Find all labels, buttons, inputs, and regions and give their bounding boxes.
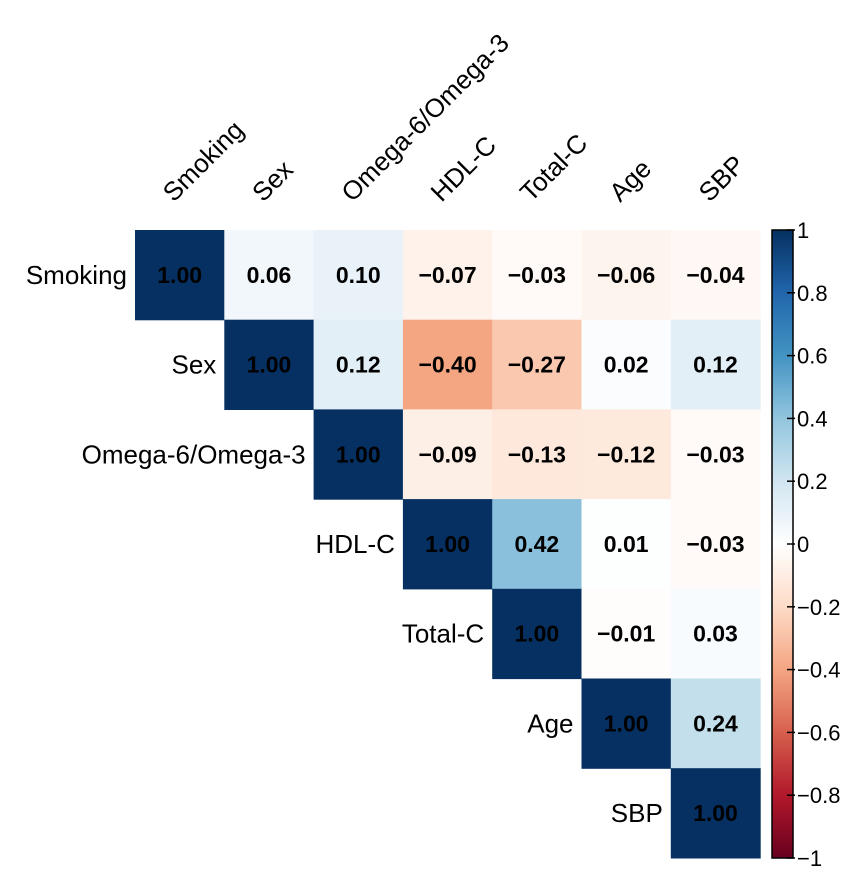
row-label: SBP xyxy=(611,798,663,828)
colorbar-tick-label: 0.2 xyxy=(797,469,828,494)
row-label: Smoking xyxy=(26,260,127,290)
cell-value-label: 0.24 xyxy=(693,710,738,736)
cell-value-label: 1.00 xyxy=(247,352,292,378)
colorbar-tick-label: 0.6 xyxy=(797,344,828,369)
cell-value-label: 0.06 xyxy=(247,262,292,288)
heatmap-cell xyxy=(581,319,672,410)
column-label: Age xyxy=(603,153,657,207)
column-label: HDL-C xyxy=(425,130,502,207)
column-label: Total-C xyxy=(514,128,593,207)
colorbar: 1 0.8 0.6 0.4 0.2 0 −0.2 −0.4 −0.6 −0.8 −1 xyxy=(771,218,840,871)
heatmap-cell xyxy=(402,499,493,590)
cell-value-label: 1.00 xyxy=(157,262,202,288)
cell-value-label: 0.42 xyxy=(514,531,559,557)
cell-value-label: 1.00 xyxy=(425,531,470,557)
column-label: Smoking xyxy=(157,115,250,208)
cell-value-label: 0.10 xyxy=(336,262,381,288)
cell-value-label: 0.12 xyxy=(336,352,381,378)
heatmap-cell xyxy=(670,230,761,321)
heatmap-cell xyxy=(313,319,404,410)
cell-value-label: −0.40 xyxy=(418,352,476,378)
cell-value-label: −0.13 xyxy=(508,441,566,467)
colorbar-tick-label: −0.2 xyxy=(797,595,840,620)
heatmap-cell xyxy=(402,319,493,410)
colorbar-tick-label: 0 xyxy=(797,532,809,557)
heatmap-cell xyxy=(402,230,493,321)
cell-value-label: 0.03 xyxy=(693,621,738,647)
cell-value-label: 1.00 xyxy=(604,710,649,736)
heatmap-cell xyxy=(581,499,672,590)
colorbar-tick-label: −0.8 xyxy=(797,783,840,808)
heatmap-cell xyxy=(670,409,761,500)
heatmap-cell xyxy=(492,230,583,321)
heatmap-cell xyxy=(402,409,493,500)
row-label: HDL-C xyxy=(315,529,394,559)
colorbar-tick-label: −0.6 xyxy=(797,720,840,745)
colorbar-tick-label: −1 xyxy=(797,846,822,871)
heatmap-cell xyxy=(581,230,672,321)
heatmap-cell xyxy=(581,678,672,769)
cell-value-label: −0.04 xyxy=(686,262,744,288)
heatmap-cell xyxy=(224,319,315,410)
heatmap-cell xyxy=(135,230,225,321)
cell-value-label: −0.01 xyxy=(597,621,655,647)
cell-value-label: 0.12 xyxy=(693,352,738,378)
cell-value-label: −0.03 xyxy=(686,531,744,557)
cell-value-label: 1.00 xyxy=(693,800,738,826)
heatmap-cell xyxy=(224,230,315,321)
cell-value-label: −0.27 xyxy=(508,352,566,378)
colorbar-tick-label: 0.4 xyxy=(797,406,828,431)
cell-value-label: −0.03 xyxy=(508,262,566,288)
heatmap-cell xyxy=(670,678,761,769)
cell-value-label: −0.09 xyxy=(418,441,476,467)
cell-value-label: −0.07 xyxy=(418,262,476,288)
heatmap-cell xyxy=(581,588,672,680)
heatmap-cell xyxy=(670,768,761,859)
cell-value-label: −0.03 xyxy=(686,441,744,467)
heatmap-cell xyxy=(313,409,404,500)
heatmap-cell xyxy=(670,319,761,410)
row-label: Sex xyxy=(171,350,216,380)
heatmap-cell xyxy=(670,499,761,590)
heatmap-cell xyxy=(670,588,761,680)
cell-value-label: 0.01 xyxy=(604,531,649,557)
colorbar-tick-label: −0.4 xyxy=(797,658,840,683)
column-label: Sex xyxy=(246,154,299,207)
column-label: SBP xyxy=(692,149,750,207)
heatmap-cells: 1.00 0.06 0.10 −0.07 −0.03 −0.06 −0.04 1.00 0.12… xyxy=(135,230,761,859)
heatmap-cell xyxy=(492,588,583,680)
cell-value-label: 1.00 xyxy=(336,441,381,467)
cell-value-label: 1.00 xyxy=(514,621,559,647)
cell-value-label: −0.06 xyxy=(597,262,655,288)
colorbar-tick-label: 1 xyxy=(797,218,809,243)
row-label: Total-C xyxy=(402,619,484,649)
column-label: Omega-6/Omega-3 xyxy=(335,28,515,208)
heatmap-cell xyxy=(492,319,583,410)
heatmap-cell xyxy=(581,409,672,500)
row-label: Age xyxy=(527,708,573,738)
cell-value-label: −0.12 xyxy=(597,441,655,467)
cell-value-label: 0.02 xyxy=(604,352,649,378)
row-label: Omega-6/Omega-3 xyxy=(82,439,306,469)
heatmap-cell xyxy=(492,409,583,500)
heatmap-cell xyxy=(313,230,404,321)
row-labels: Smoking Sex Omega-6/Omega-3 HDL-C Total-C Age… xyxy=(26,260,663,828)
heatmap-cell xyxy=(492,499,583,590)
colorbar-tick-label: 0.8 xyxy=(797,281,828,306)
